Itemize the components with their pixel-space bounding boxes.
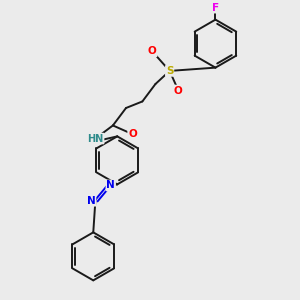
Text: N: N (87, 196, 95, 206)
Text: S: S (166, 66, 173, 76)
Text: O: O (148, 46, 157, 56)
Text: F: F (212, 3, 219, 13)
Text: O: O (174, 85, 183, 95)
Text: N: N (106, 181, 115, 190)
Text: O: O (128, 129, 137, 139)
Text: HN: HN (87, 134, 104, 143)
